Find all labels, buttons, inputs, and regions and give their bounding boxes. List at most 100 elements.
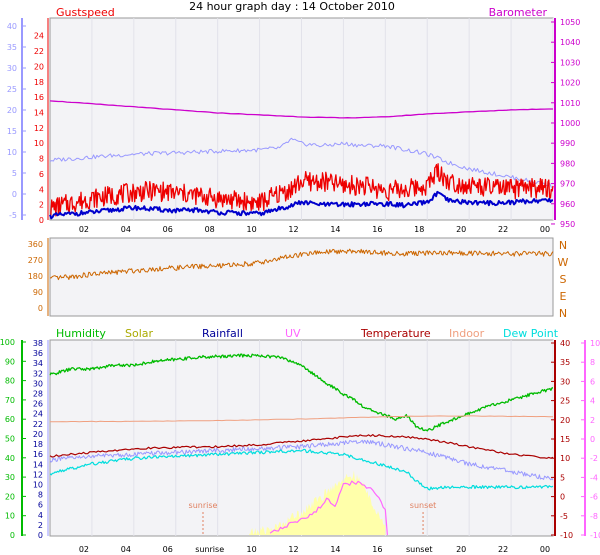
climate-x-tick-label: sunset (406, 545, 433, 554)
uv-tick-label: 2 (590, 416, 595, 425)
rain-tick-label: 0 (38, 531, 43, 540)
direction-series (49, 248, 554, 281)
climate-x-tick-label: 22 (498, 545, 508, 554)
solar-area (249, 470, 386, 535)
barometer-tick-label: 960 (560, 200, 575, 209)
climate-x-tick-label: 12 (288, 545, 298, 554)
climate-x-tick-label: 02 (79, 545, 89, 554)
rain-tick-label: 20 (33, 430, 43, 439)
humidity-series (49, 353, 554, 432)
wind-outer-tick-label: 15 (7, 127, 17, 136)
temperature-tick-label: 10 (560, 454, 570, 463)
direction-tick-label: 270 (28, 256, 43, 265)
rain-tick-label: 14 (33, 460, 43, 469)
rain-tick-label: 28 (33, 390, 43, 399)
wind-x-tick-label: 10 (246, 225, 256, 234)
wind-outer-tick-label: 20 (7, 106, 17, 115)
barometer-tick-label: 1020 (560, 79, 580, 88)
temperature-tick-label: 15 (560, 435, 570, 444)
gust-tick-label: 20 (34, 62, 44, 71)
page-title: 24 hour graph day : 14 October 2010 (189, 0, 395, 13)
compass-label: N (559, 307, 567, 320)
chart-marks (49, 100, 554, 536)
chart-labels: -505101520253035400246810121416182022249… (0, 6, 600, 554)
barometer-label: Barometer (489, 6, 548, 19)
sunrise-annotation: sunrise (189, 501, 218, 510)
humidity-tick-label: 50 (5, 435, 15, 444)
gust-tick-label: 16 (34, 93, 44, 102)
temperature-tick-label: 5 (560, 473, 565, 482)
uv-tick-label: -2 (590, 454, 598, 463)
rain-tick-label: 16 (33, 450, 43, 459)
compass-label: W (558, 256, 569, 269)
humidity-tick-label: 100 (0, 338, 15, 347)
temperature-tick-label: 30 (560, 377, 570, 386)
rain-tick-label: 2 (38, 521, 43, 530)
climate-x-tick-label: 10 (246, 545, 256, 554)
climate-x-tick-label: 14 (330, 545, 340, 554)
wind-outer-tick-label: 25 (7, 85, 17, 94)
humidity-tick-label: 60 (5, 415, 15, 424)
rain-tick-label: 10 (33, 480, 43, 489)
panel-frames (21, 17, 586, 537)
compass-label: N (559, 239, 567, 252)
gust-tick-label: 22 (34, 47, 44, 56)
wind-x-tick-label: 00 (540, 225, 550, 234)
sunset-annotation: sunset (410, 501, 437, 510)
wind-outer-tick-label: -5 (9, 211, 17, 220)
wind-x-tick-label: 08 (205, 225, 215, 234)
wind-x-tick-label: 14 (330, 225, 340, 234)
barometer-series (49, 100, 553, 119)
climate-x-tick-label: 04 (121, 545, 131, 554)
climate-x-tick-label: 00 (540, 545, 550, 554)
direction-tick-label: 360 (28, 240, 43, 249)
rain-tick-label: 12 (33, 470, 43, 479)
wind-outer-tick-label: 35 (7, 43, 17, 52)
wind-outer-tick-label: 10 (7, 148, 17, 157)
legend-item: Solar (125, 327, 154, 340)
gust-tick-label: 18 (34, 78, 44, 87)
wind-x-tick-label: 04 (121, 225, 131, 234)
legend-item: Dew Point (503, 327, 559, 340)
wind-x-tick-label: 06 (163, 225, 173, 234)
gust-tick-label: 10 (34, 139, 44, 148)
temperature-tick-label: -10 (560, 531, 573, 540)
humidity-tick-label: 90 (5, 357, 15, 366)
humidity-tick-label: 70 (5, 396, 15, 405)
uv-tick-label: -4 (590, 473, 598, 482)
rain-tick-label: 26 (33, 400, 43, 409)
uv-tick-label: -10 (590, 531, 600, 540)
rain-tick-label: 34 (33, 359, 43, 368)
barometer-tick-label: 1040 (560, 38, 580, 47)
indoor-series (50, 415, 553, 423)
gust-tick-label: 4 (39, 185, 44, 194)
uv-tick-label: 8 (590, 358, 595, 367)
barometer-tick-label: 970 (560, 180, 575, 189)
wind-temp-series (49, 137, 554, 188)
uv-tick-label: 4 (590, 397, 595, 406)
direction-tick-label: 180 (28, 272, 43, 281)
direction-tick-label: 0 (38, 304, 43, 313)
rain-tick-label: 32 (33, 369, 43, 378)
wind-x-tick-label: 22 (498, 225, 508, 234)
gust-series (49, 163, 554, 217)
rain-tick-label: 18 (33, 440, 43, 449)
climate-x-tick-label: 06 (163, 545, 173, 554)
compass-label: S (560, 273, 567, 286)
humidity-tick-label: 30 (5, 473, 15, 482)
climate-x-tick-label: 16 (372, 545, 382, 554)
uv-tick-label: -6 (590, 493, 598, 502)
rain-tick-label: 6 (38, 501, 43, 510)
climate-x-tick-label: 20 (456, 545, 466, 554)
barometer-tick-label: 980 (560, 159, 575, 168)
barometer-tick-label: 990 (560, 139, 575, 148)
legend-item: Humidity (56, 327, 106, 340)
wind-outer-tick-label: 40 (7, 22, 17, 31)
uv-tick-label: 0 (590, 435, 595, 444)
barometer-tick-label: 1050 (560, 18, 580, 27)
compass-label: E (560, 290, 567, 303)
uv-tick-label: -8 (590, 512, 598, 521)
wind-x-tick-label: 16 (372, 225, 382, 234)
